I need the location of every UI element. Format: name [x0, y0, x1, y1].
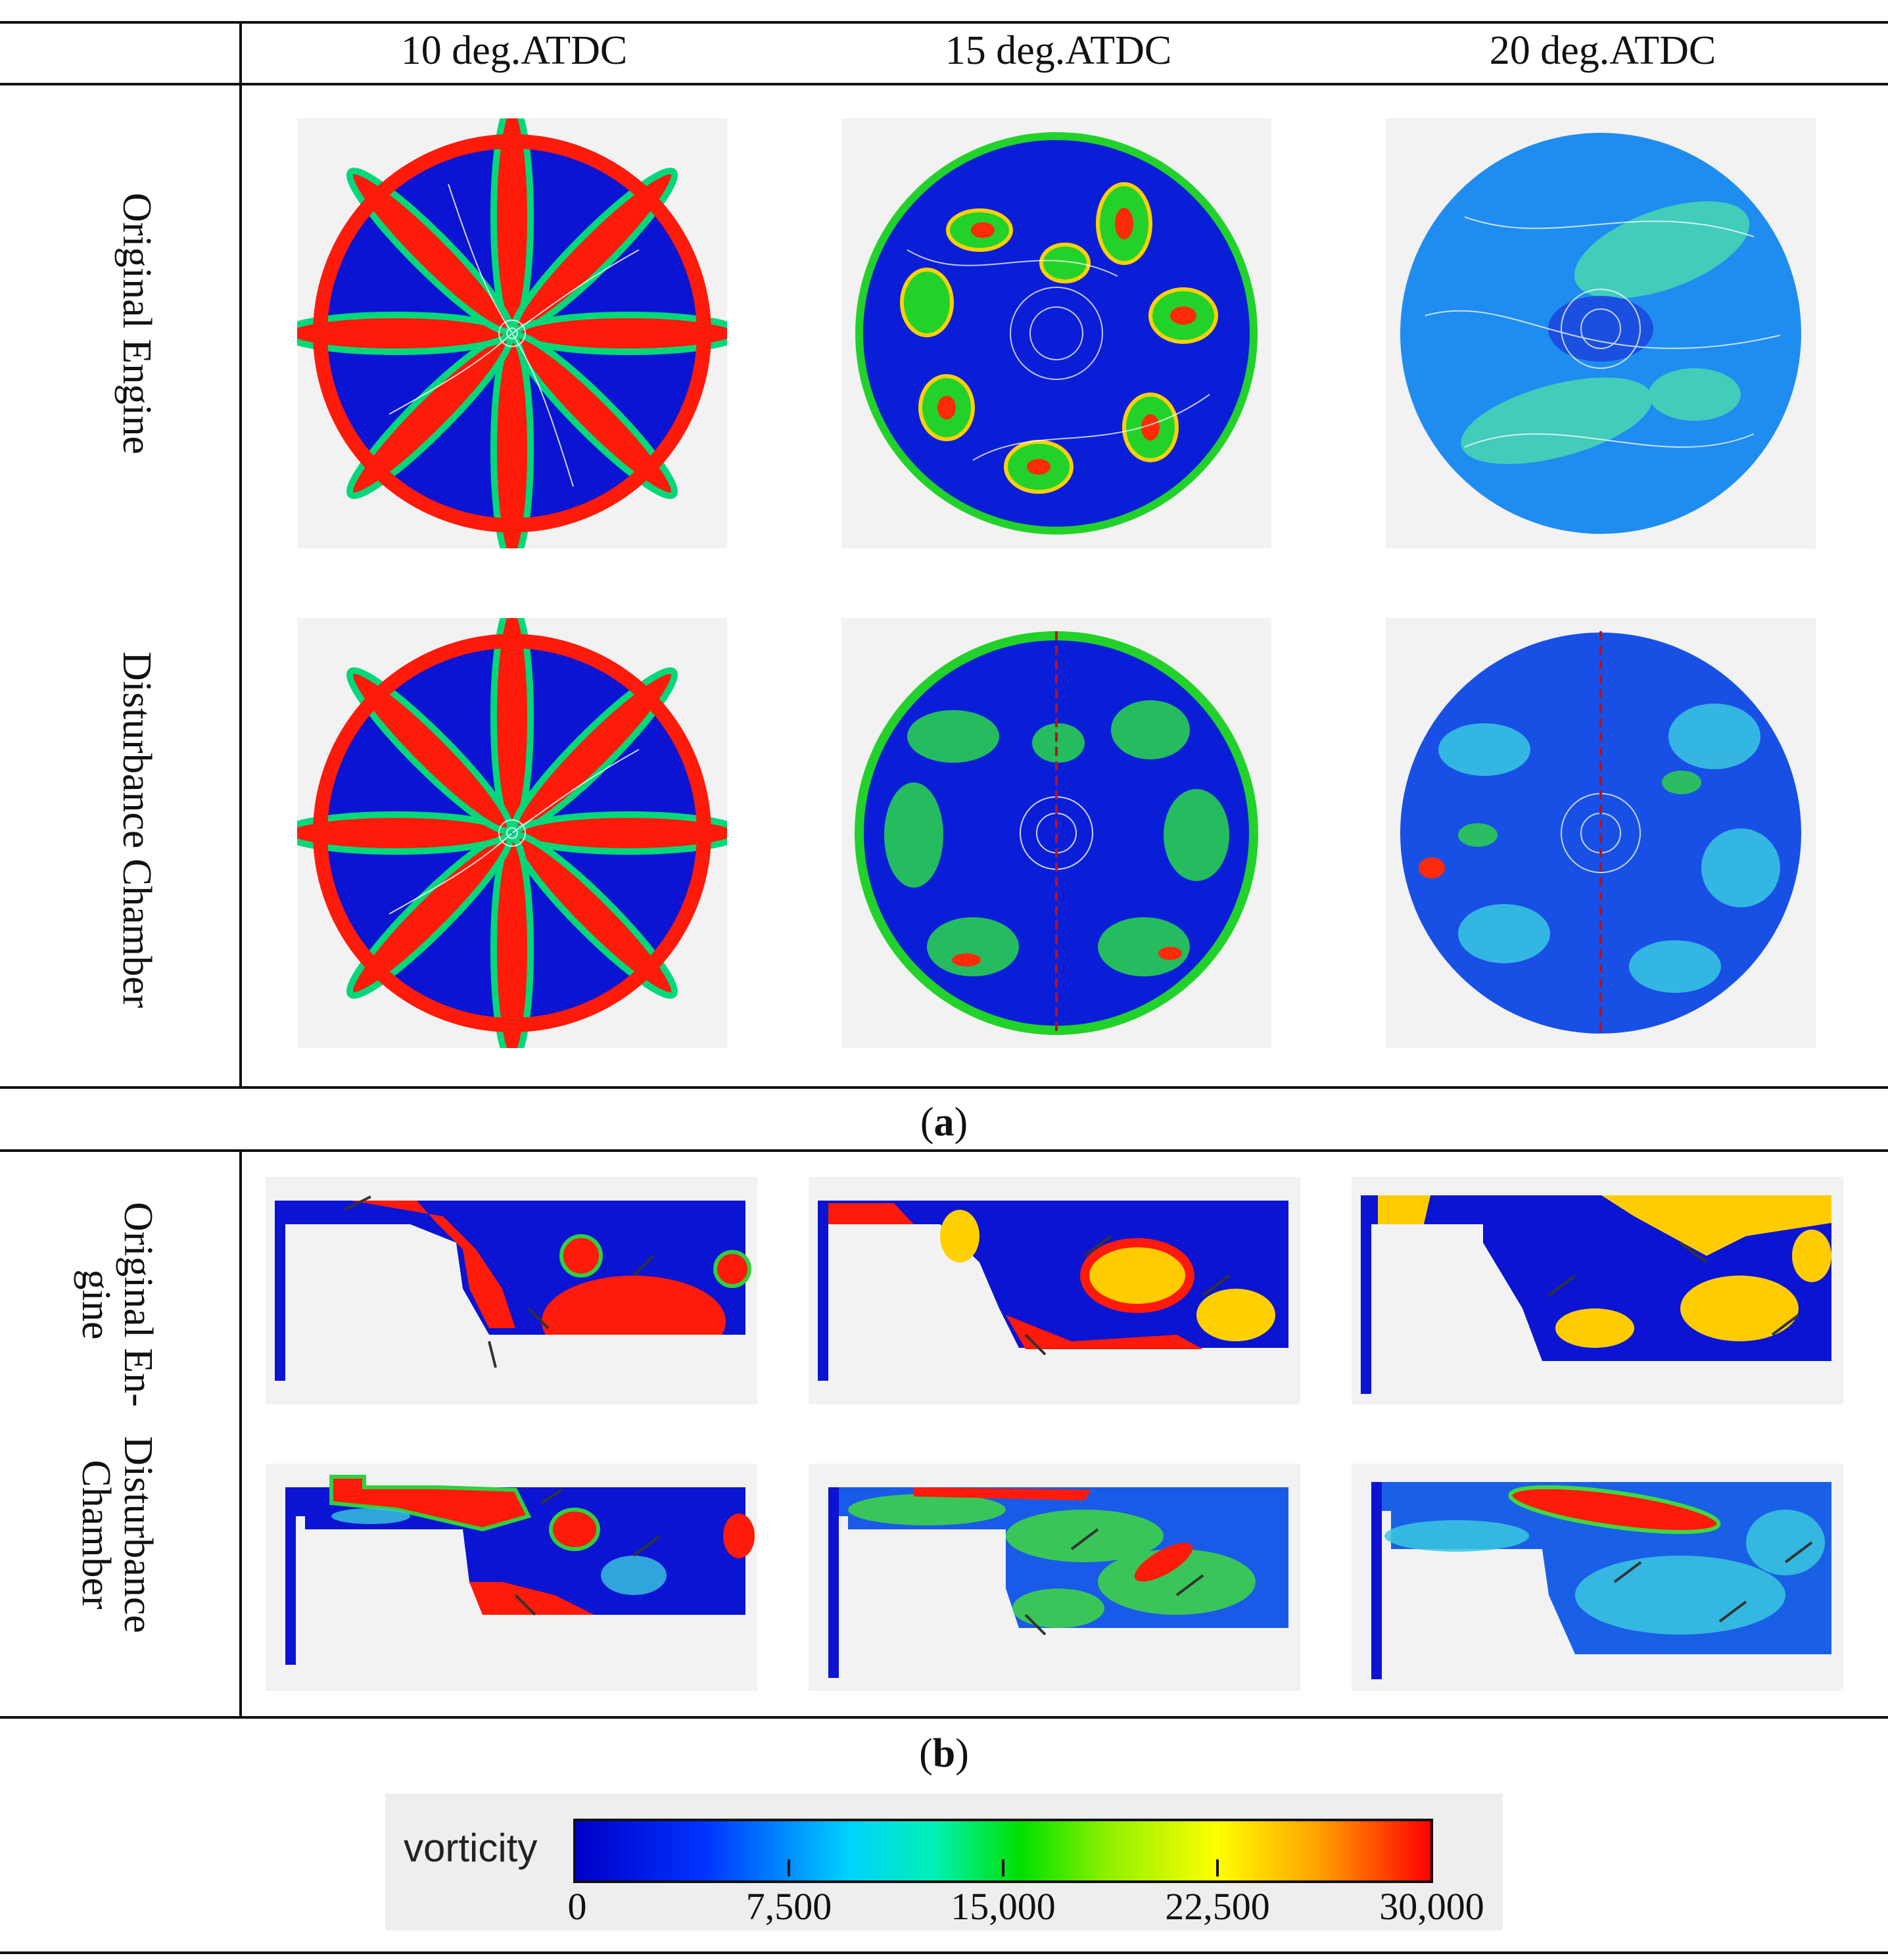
caption-b: (b): [919, 1731, 969, 1776]
table-a-column-divider: [239, 21, 242, 1089]
panel-b-original-10deg: [266, 1177, 757, 1404]
streamlines: [389, 183, 640, 487]
panel-b-disturbance-15deg: [809, 1464, 1300, 1691]
column-header-10deg: 10 deg.ATDC: [400, 28, 628, 73]
row-label-original-engine: Original Engine: [114, 193, 159, 454]
table-a-bottom-rule: [0, 1086, 1888, 1089]
row-label-disturbance-chamber: Disturbance Chamber: [114, 651, 159, 1009]
figure-bottom-rule: [0, 1951, 1888, 1954]
legend-tick: [1216, 1859, 1219, 1876]
legend-tick: [788, 1859, 790, 1876]
legend-tick-label: 15,000: [951, 1885, 1056, 1928]
legend-tick-label: 7,500: [745, 1885, 832, 1928]
legend-title: vorticity: [404, 1826, 538, 1870]
table-b-top-rule: [0, 1149, 1888, 1152]
legend-tick: [1002, 1859, 1004, 1876]
caption-a: (a): [920, 1100, 968, 1145]
vortex-lobes: [297, 118, 727, 548]
panel-a-disturbance-20deg: [1386, 618, 1816, 1048]
vorticity-legend: vorticity 0 7,500 15,000 22,500 30,000: [385, 1794, 1503, 1930]
table-b-column-divider: [239, 1149, 242, 1719]
panel-b-disturbance-20deg: [1352, 1464, 1843, 1691]
panel-b-original-15deg: [809, 1177, 1300, 1404]
panel-a-original-15deg: [841, 118, 1271, 548]
table-a-header-rule: [0, 83, 1888, 85]
panel-b-original-20deg: [1352, 1177, 1843, 1404]
table-a-top-rule: [0, 21, 1888, 24]
panel-a-disturbance-15deg: [841, 618, 1271, 1048]
legend-tick-label: 22,500: [1165, 1885, 1270, 1928]
legend-tick-label: 0: [567, 1885, 587, 1928]
panel-a-original-20deg: [1386, 118, 1816, 548]
column-header-15deg: 15 deg.ATDC: [945, 28, 1172, 73]
column-header-20deg: 20 deg.ATDC: [1489, 28, 1716, 73]
legend-tick-label: 30,000: [1379, 1885, 1484, 1928]
panel-a-original-10deg: [297, 118, 727, 548]
row-label-b-disturbance: Disturbance Chamber: [74, 1436, 160, 1633]
panel-a-disturbance-10deg: [297, 618, 727, 1048]
table-b-bottom-rule: [0, 1716, 1888, 1719]
panel-b-disturbance-10deg: [266, 1464, 757, 1691]
